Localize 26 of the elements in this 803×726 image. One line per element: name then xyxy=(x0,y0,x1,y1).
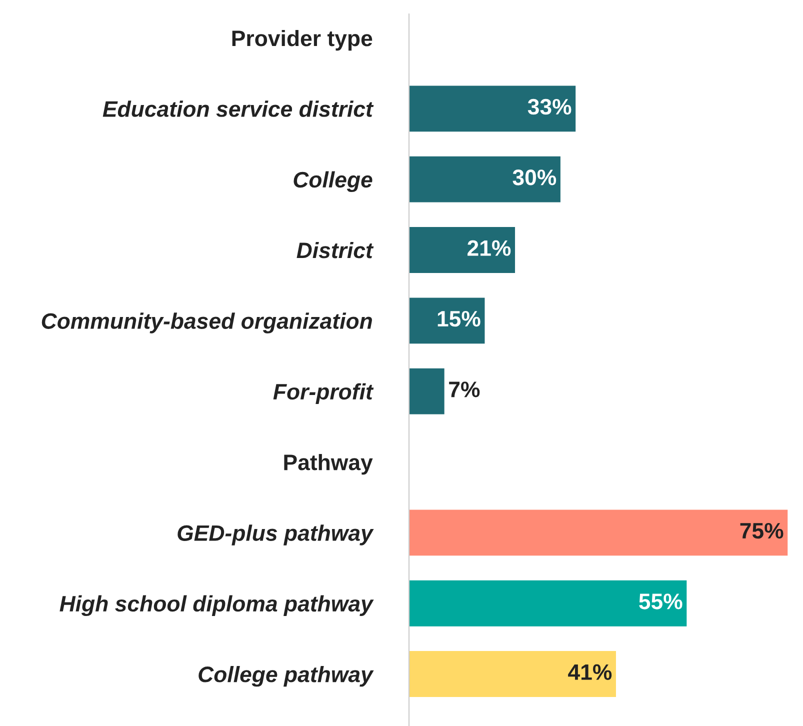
y-tick-label: College pathway xyxy=(198,666,374,687)
data-label: 41% xyxy=(568,664,612,680)
bar xyxy=(409,368,444,414)
data-label: 7% xyxy=(449,382,480,398)
y-tick-label: GED-plus pathway xyxy=(178,524,374,546)
data-label: 30% xyxy=(512,170,556,186)
data-label: 15% xyxy=(438,310,480,327)
bar xyxy=(409,156,560,202)
bar xyxy=(409,86,576,132)
data-label: 33% xyxy=(528,98,572,115)
y-tick-label: Community-based organization xyxy=(42,312,372,334)
bar xyxy=(409,510,788,556)
y-tick-label: Pathway xyxy=(284,454,373,475)
bar xyxy=(409,298,485,344)
y-tick-label: College xyxy=(294,171,372,192)
data-label: 21% xyxy=(468,240,511,256)
y-tick-label: Education service district xyxy=(102,100,374,117)
bar xyxy=(409,651,616,697)
y-tick-label: High school diploma pathway xyxy=(60,595,374,616)
bar xyxy=(409,227,516,273)
y-tick-label: For-profit xyxy=(273,383,374,404)
y-tick-label: District xyxy=(296,242,374,258)
bar xyxy=(409,580,687,626)
y-tick-label: Provider type xyxy=(232,30,372,51)
data-label: 75% xyxy=(740,522,784,539)
data-label: 55% xyxy=(639,594,682,610)
